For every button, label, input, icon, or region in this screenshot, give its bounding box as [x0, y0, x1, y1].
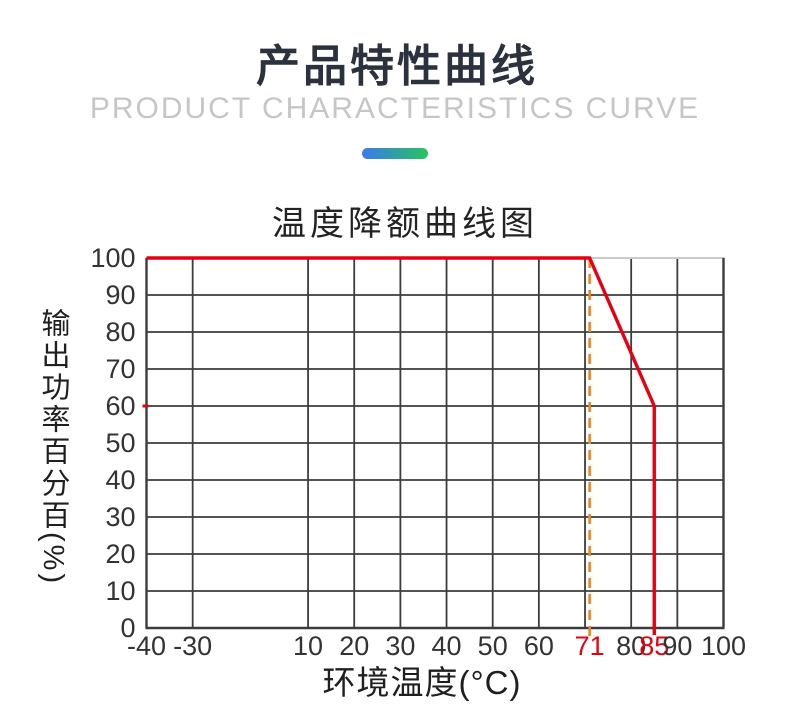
x-tick-label-10: 10	[293, 631, 323, 661]
y-tick-label-80: 80	[105, 317, 135, 347]
y-tick-label-30: 30	[105, 502, 135, 532]
x-tick-label-60: 60	[524, 631, 554, 661]
accent-divider	[362, 148, 428, 159]
series-output-power-derating	[146, 256, 656, 628]
y-tick-label-60: 60	[105, 391, 135, 421]
chart-title: 温度降额曲线图	[272, 205, 538, 243]
y-tick-label-10: 10	[105, 576, 135, 606]
y-tick-label-70: 70	[105, 354, 135, 384]
y-tick-label-50: 50	[105, 428, 135, 458]
x-tick-label-80: 80	[616, 631, 646, 661]
y-tick-label-100: 100	[90, 243, 135, 273]
x-tick-label-71: 71	[575, 631, 605, 661]
x-axis-label: 环境温度(°C)	[322, 664, 522, 701]
x-tick-label-30: 30	[385, 631, 415, 661]
x-tick-label-85: 85	[639, 631, 669, 661]
y-tick-label-40: 40	[105, 465, 135, 495]
y-tick-label-20: 20	[105, 539, 135, 569]
x-tick-label-100: 100	[701, 631, 746, 661]
y-tick-label-90: 90	[105, 280, 135, 310]
x-tick-label--30: -30	[173, 631, 212, 661]
y-axis-label: 输出功率百分百(%)	[37, 308, 69, 587]
x-tick-label-20: 20	[339, 631, 369, 661]
page-title: 产品特性曲线	[256, 42, 538, 91]
page-subtitle: PRODUCT CHARACTERISTICS CURVE	[89, 92, 701, 125]
x-tick-label--40: -40	[127, 631, 166, 661]
y-tick-label-0: 0	[120, 613, 135, 643]
x-tick-label-50: 50	[478, 631, 508, 661]
x-tick-label-40: 40	[432, 631, 462, 661]
x-tick-label-90: 90	[662, 631, 692, 661]
